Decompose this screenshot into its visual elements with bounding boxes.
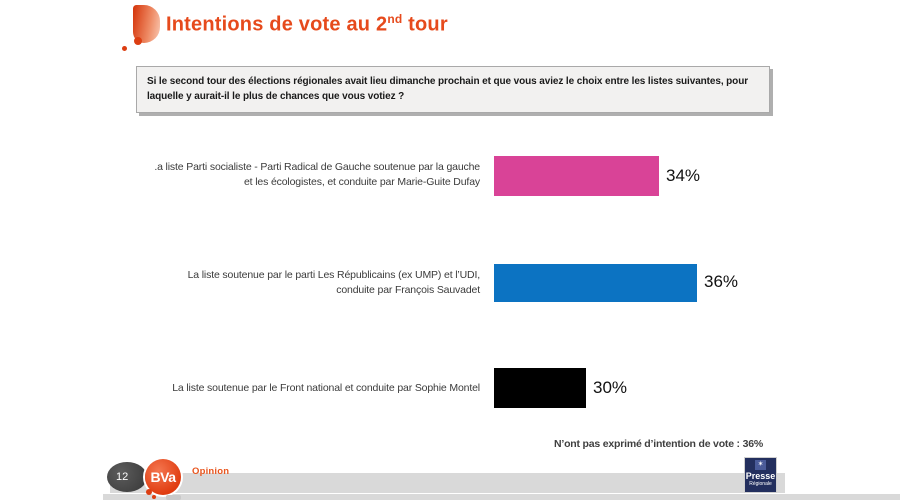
presse-logo-line1: Presse	[745, 471, 776, 481]
presse-regionale-logo: ✶ Presse Régionale	[744, 457, 777, 493]
bar-label-line: conduite par François Sauvadet	[336, 284, 480, 296]
logo-dot-icon	[152, 495, 156, 499]
title-superscript: nd	[387, 12, 403, 26]
presse-logo-line2: Régionale	[749, 481, 772, 487]
footer-band	[110, 473, 785, 493]
title-text: Intentions de vote au 2	[166, 13, 388, 36]
question-box: Si le second tour des élections régional…	[136, 66, 770, 113]
bar-label-line: .a liste Parti socialiste - Parti Radica…	[154, 161, 480, 173]
logo-dot-icon	[146, 489, 152, 495]
logo-dot-icon	[134, 37, 142, 45]
bar-label-ps: .a liste Parti socialiste - Parti Radica…	[85, 160, 480, 190]
page-number-bubble: 12	[107, 462, 147, 492]
value-label-fn: 30%	[593, 378, 628, 397]
question-text: Si le second tour des élections régional…	[147, 76, 748, 102]
bar-fn	[494, 368, 586, 408]
bottom-strip	[103, 494, 900, 500]
footnote: N’ont pas exprimé d’intention de vote : …	[553, 438, 763, 450]
bar-label-fn: La liste soutenue par le Front national …	[85, 381, 480, 396]
logo-dot-icon	[122, 46, 127, 51]
bar-label-line: La liste soutenue par le parti Les Répub…	[187, 269, 481, 281]
bar-ps	[494, 156, 659, 196]
page-title: Intentions de vote au 2nd tour	[166, 12, 448, 37]
presse-emblem-icon: ✶	[755, 460, 766, 470]
bar-label-line: et les écologistes, et conduite par Mari…	[243, 176, 480, 188]
bva-bubble-logo-icon	[133, 5, 160, 43]
logo-tail-shape	[166, 495, 181, 500]
bar-label-line: La liste soutenue par le Front national …	[172, 382, 480, 394]
value-label-ps: 34%	[666, 166, 701, 185]
title-text: tour	[402, 13, 448, 36]
value-label-lr: 36%	[704, 272, 739, 291]
bar-label-lr: La liste soutenue par le parti Les Répub…	[85, 268, 481, 298]
bar-lr	[494, 264, 697, 302]
bva-opinion-label: Opinion	[192, 466, 230, 477]
